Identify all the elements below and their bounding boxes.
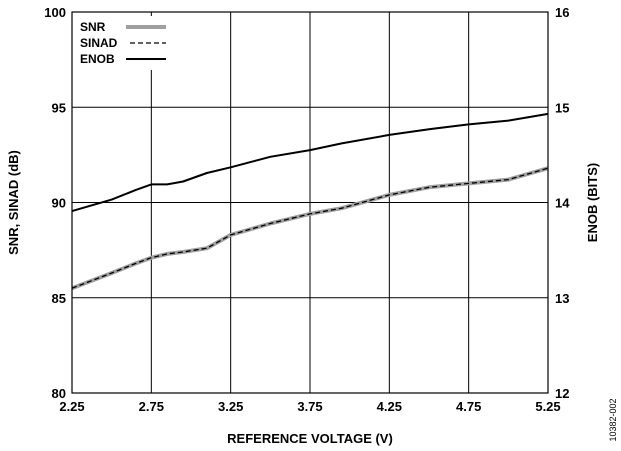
y-tick-label: 85 xyxy=(52,291,66,306)
series-lines xyxy=(71,112,549,291)
x-axis-title: REFERENCE VOLTAGE (V) xyxy=(227,431,393,446)
legend-label-enob: ENOB xyxy=(80,52,115,66)
x-tick-label: 4.25 xyxy=(377,399,402,414)
y-tick-label: 90 xyxy=(52,196,66,211)
legend-label-snr: SNR xyxy=(80,20,106,34)
y-tick-label: 80 xyxy=(52,386,66,401)
series-line-sinad xyxy=(71,167,549,289)
x-tick-label: 2.75 xyxy=(139,399,164,414)
legend-label-sinad: SINAD xyxy=(80,36,118,50)
y-tick-label: 100 xyxy=(44,5,66,20)
y2-tick-label: 15 xyxy=(555,100,569,115)
x-tick-label: 3.25 xyxy=(218,399,243,414)
x-tick-label: 4.75 xyxy=(456,399,481,414)
y2-tick-label: 16 xyxy=(555,5,569,20)
y2-tick-label: 12 xyxy=(555,386,569,401)
y2-tick-label: 14 xyxy=(555,196,570,211)
y-tick-label: 95 xyxy=(52,100,66,115)
legend: SNR SINAD ENOB xyxy=(76,16,172,70)
x-tick-label: 5.25 xyxy=(535,399,560,414)
y-axis-title: SNR, SINAD (dB) xyxy=(6,150,21,255)
x-tick-label: 3.75 xyxy=(297,399,322,414)
figure-id: 10382-002 xyxy=(608,398,618,441)
tick-labels: 2.25 2.75 3.25 3.75 4.25 4.75 5.25 80 85 90 95 100 1… xyxy=(44,5,570,414)
x-tick-label: 2.25 xyxy=(59,399,84,414)
y2-axis-title: ENOB (BITS) xyxy=(585,163,600,242)
plot-frame xyxy=(71,11,549,394)
legend-swatches xyxy=(126,25,166,60)
y2-tick-label: 13 xyxy=(555,291,569,306)
series-line-enob xyxy=(71,112,549,213)
